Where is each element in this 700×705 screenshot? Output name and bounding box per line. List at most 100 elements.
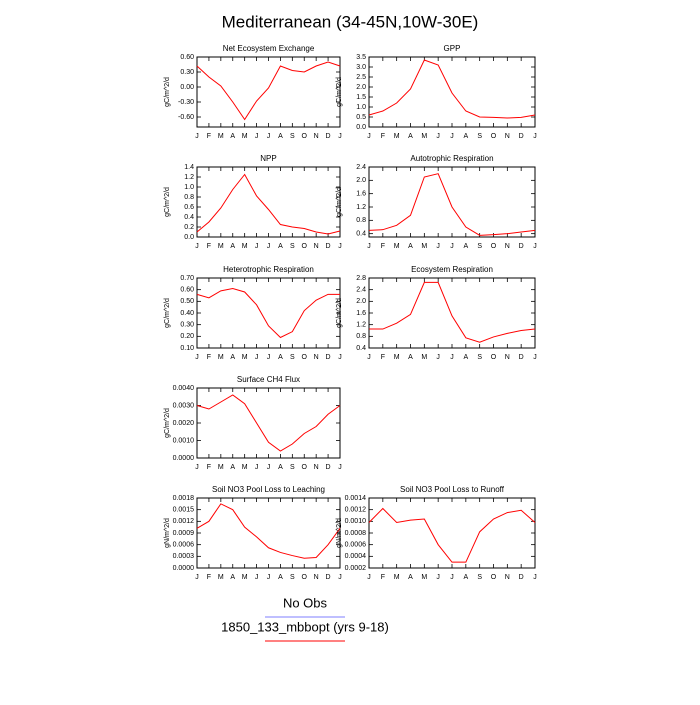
y-tick-label: 0.50 <box>180 298 194 305</box>
data-line <box>368 59 536 119</box>
x-tick-label: S <box>290 243 295 250</box>
x-tick-label: F <box>207 243 211 250</box>
x-tick-label: J <box>195 243 199 250</box>
y-tick-label: 0.4 <box>184 214 194 221</box>
y-tick-label: 0.00 <box>180 84 194 91</box>
x-tick-label: M <box>394 243 400 250</box>
y-tick-label: 0.0000 <box>173 565 195 572</box>
plot-frame <box>196 166 341 238</box>
x-tick-label: J <box>338 574 342 581</box>
plot-frame <box>196 387 341 459</box>
figure-title: Mediterranean (34-45N,10W-30E) <box>222 12 479 31</box>
y-axis-label: gC/m^2/d <box>164 408 171 438</box>
x-tick-label: J <box>533 133 537 140</box>
x-tick-label: J <box>338 464 342 471</box>
y-tick-label: 0.0003 <box>173 553 195 560</box>
x-tick-label: J <box>195 464 199 471</box>
y-tick-label: 0.0009 <box>173 530 195 537</box>
y-tick-label: 0.30 <box>180 69 194 76</box>
y-tick-label: 1.0 <box>356 104 366 111</box>
data-line <box>196 173 341 235</box>
x-tick-label: J <box>436 354 440 361</box>
x-tick-label: N <box>314 354 319 361</box>
x-tick-label: M <box>394 574 400 581</box>
x-tick-label: J <box>195 574 199 581</box>
x-tick-label: S <box>477 354 482 361</box>
x-tick-label: J <box>255 574 259 581</box>
y-tick-label: 2.8 <box>356 275 366 282</box>
y-tick-label: 2.5 <box>356 74 366 81</box>
y-tick-label: 0.0020 <box>173 420 195 427</box>
x-tick-label: N <box>505 574 510 581</box>
y-tick-label: 0.20 <box>180 333 194 340</box>
x-tick-label: N <box>505 133 510 140</box>
y-tick-label: 0.0010 <box>173 437 195 444</box>
x-tick-label: O <box>491 133 497 140</box>
y-tick-label: 0.0040 <box>173 385 195 392</box>
x-tick-label: J <box>533 574 537 581</box>
x-tick-label: A <box>230 243 235 250</box>
y-tick-label: 0.0012 <box>345 507 367 514</box>
x-tick-label: A <box>463 243 468 250</box>
y-tick-label: 1.2 <box>356 204 366 211</box>
x-tick-label: M <box>421 133 427 140</box>
y-tick-label: 0.0018 <box>173 495 195 502</box>
y-tick-label: 0.2 <box>184 224 194 231</box>
x-tick-label: M <box>394 354 400 361</box>
panel-title: Ecosystem Respiration <box>411 265 493 274</box>
y-axis-label: gC/m^2/d <box>336 298 343 328</box>
x-tick-label: J <box>450 574 454 581</box>
y-tick-label: 0.0002 <box>345 565 367 572</box>
x-tick-label: J <box>436 243 440 250</box>
y-tick-label: 1.0 <box>184 184 194 191</box>
y-tick-label: 0.0000 <box>173 455 195 462</box>
plot-frame <box>196 497 341 569</box>
x-tick-label: O <box>302 354 308 361</box>
x-tick-label: M <box>242 574 248 581</box>
x-tick-label: S <box>290 133 295 140</box>
data-line <box>369 281 536 343</box>
panel-title: Heterotrophic Respiration <box>223 265 314 274</box>
x-tick-label: A <box>463 574 468 581</box>
x-tick-label: N <box>505 243 510 250</box>
y-tick-label: 0.70 <box>180 275 194 282</box>
x-tick-label: S <box>290 464 295 471</box>
x-tick-label: N <box>505 354 510 361</box>
x-tick-label: A <box>463 354 468 361</box>
y-tick-label: 0.8 <box>356 217 366 224</box>
y-axis-label: gC/m^2/d <box>336 77 343 107</box>
x-tick-label: O <box>491 574 497 581</box>
plot-frame <box>196 56 341 128</box>
x-tick-label: N <box>314 133 319 140</box>
x-tick-label: J <box>267 574 271 581</box>
y-tick-label: 0.4 <box>356 345 366 352</box>
x-tick-label: J <box>255 243 259 250</box>
x-tick-label: A <box>230 574 235 581</box>
y-tick-label: 0.0 <box>184 234 194 241</box>
x-tick-label: S <box>290 354 295 361</box>
y-tick-label: 1.2 <box>184 174 194 181</box>
x-tick-label: A <box>463 133 468 140</box>
x-tick-label: O <box>491 354 497 361</box>
y-tick-label: 0.30 <box>180 322 194 329</box>
x-tick-label: O <box>491 243 497 250</box>
panel-title: Soil NO3 Pool Loss to Runoff <box>400 485 505 494</box>
x-tick-label: A <box>278 354 283 361</box>
x-tick-label: J <box>267 133 271 140</box>
x-tick-label: O <box>302 464 308 471</box>
data-line <box>368 507 536 563</box>
x-tick-label: D <box>326 133 331 140</box>
data-line <box>196 61 341 121</box>
y-tick-label: 1.6 <box>356 310 366 317</box>
x-tick-label: A <box>278 574 283 581</box>
y-tick-label: 0.0004 <box>345 553 367 560</box>
y-tick-label: 2.0 <box>356 177 366 184</box>
x-tick-label: J <box>367 243 371 250</box>
x-tick-label: A <box>230 354 235 361</box>
x-tick-label: D <box>326 354 331 361</box>
y-tick-label: 1.4 <box>184 164 194 171</box>
x-tick-label: M <box>242 133 248 140</box>
x-tick-label: J <box>195 354 199 361</box>
